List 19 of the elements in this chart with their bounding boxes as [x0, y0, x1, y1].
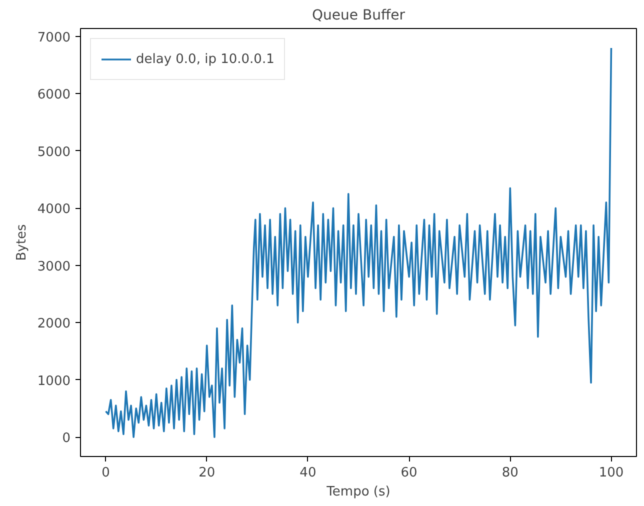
x-tick-label: 0 [102, 466, 110, 480]
x-tick-label: 100 [598, 466, 624, 480]
y-tick-label: 2000 [37, 316, 71, 332]
x-tick-label: 20 [198, 466, 216, 480]
y-tick-label: 6000 [37, 88, 71, 103]
y-tick-label: 1000 [37, 374, 71, 389]
y-tick-label: 5000 [37, 144, 71, 160]
x-tick-label: 40 [300, 466, 316, 480]
y-axis-title: Bytes [14, 224, 30, 261]
legend-label: delay 0.0, ip 10.0.0.1 [136, 52, 274, 66]
y-tick-label: 7000 [37, 30, 71, 46]
x-tick-label: 60 [400, 466, 418, 480]
y-tick-label: 4000 [37, 202, 71, 218]
chart-title: Queue Buffer [312, 8, 406, 24]
x-tick-label: 80 [502, 466, 518, 480]
x-axis-title: Tempo (s) [326, 484, 390, 500]
y-tick-label: 3000 [37, 259, 71, 274]
y-tick-label: 0 [62, 431, 71, 446]
line-series [104, 47, 612, 438]
